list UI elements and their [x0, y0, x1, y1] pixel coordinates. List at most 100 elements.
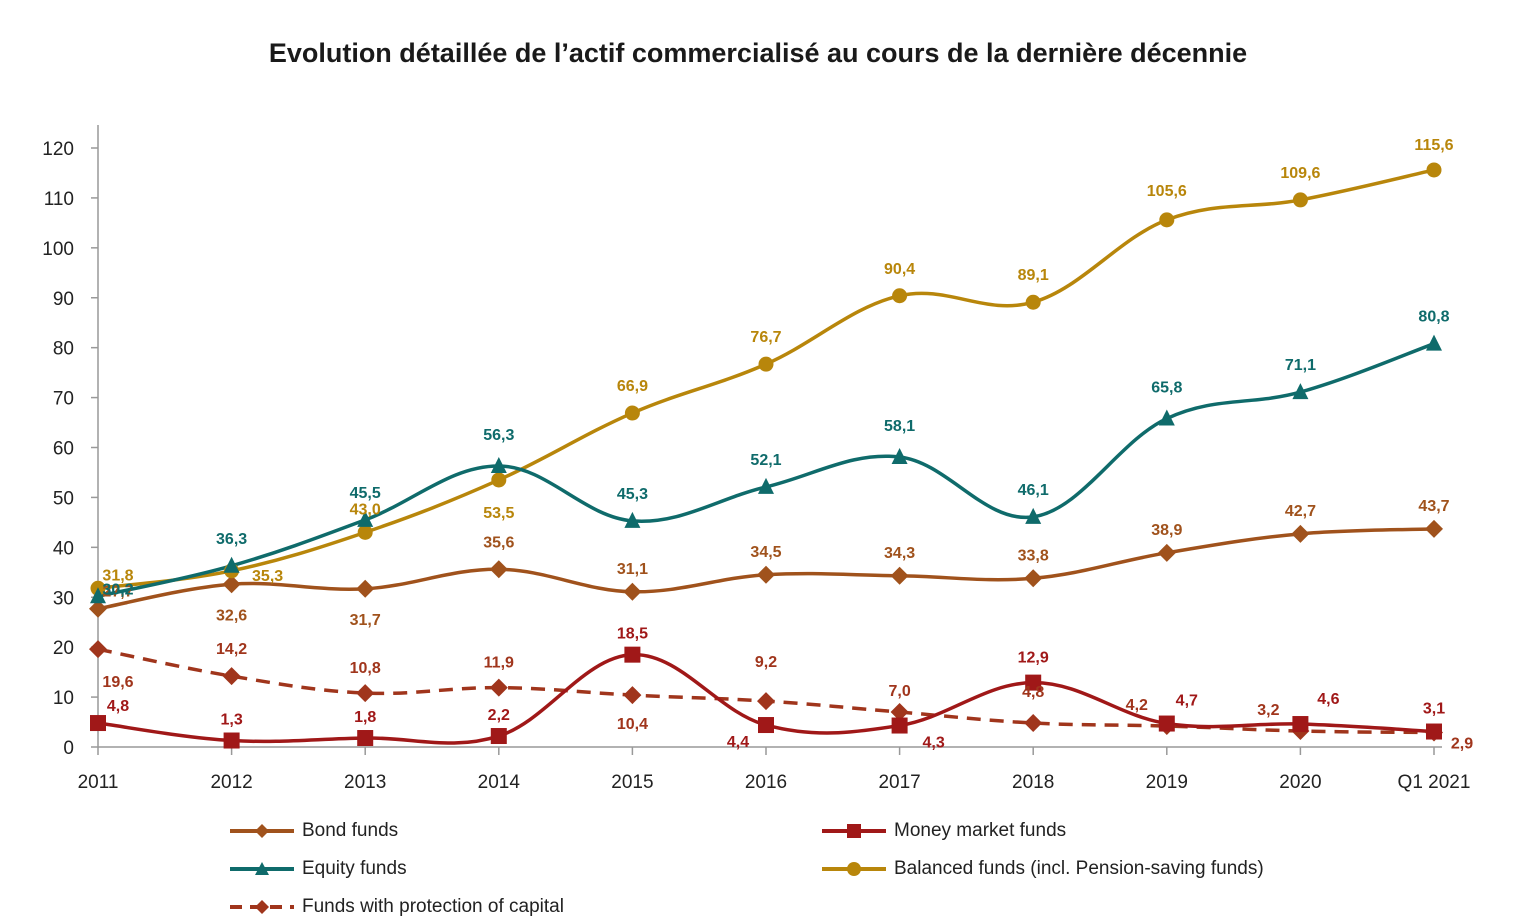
y-tick-label: 120 — [42, 139, 74, 160]
legend-marker-bond — [230, 824, 294, 838]
data-label: 19,6 — [102, 674, 133, 691]
legend-item-balanced-funds: Balanced funds (incl. Pension-saving fun… — [820, 858, 1264, 880]
data-point — [491, 472, 507, 488]
data-point — [90, 715, 106, 732]
data-point — [1025, 507, 1042, 524]
data-label: 2,9 — [1451, 736, 1473, 753]
y-tick-label: 100 — [42, 239, 74, 260]
data-label: 53,5 — [483, 505, 514, 522]
data-label: 4,7 — [1176, 693, 1198, 710]
x-tick-label: 2013 — [344, 772, 386, 793]
data-label: 76,7 — [750, 329, 781, 346]
data-label: 4,2 — [1126, 697, 1148, 714]
data-label: 65,8 — [1151, 380, 1182, 397]
y-tick-label: 70 — [53, 389, 74, 410]
data-label: 18,5 — [617, 626, 648, 643]
legend-item-money-market-funds: Money market funds — [820, 820, 1066, 842]
data-label: 32,6 — [216, 607, 247, 624]
data-point — [624, 646, 641, 663]
data-label: 52,1 — [750, 452, 781, 469]
data-point — [1158, 409, 1175, 426]
data-label: 33,8 — [1018, 547, 1049, 564]
legend-marker-equity — [230, 862, 294, 875]
data-point — [757, 692, 775, 711]
data-label: 31,7 — [350, 612, 381, 629]
data-label: 34,3 — [884, 545, 915, 562]
data-label: 27,7 — [102, 584, 133, 601]
legend-label: Bond funds — [302, 820, 399, 841]
legend-label: Equity funds — [302, 858, 407, 879]
data-label: 89,1 — [1018, 267, 1049, 284]
data-point — [623, 686, 642, 705]
data-label: 4,4 — [727, 734, 749, 751]
data-label: 35,3 — [252, 568, 283, 585]
y-tick-label: 80 — [53, 339, 74, 360]
data-label: 71,1 — [1285, 357, 1316, 374]
data-label: 66,9 — [617, 378, 648, 395]
data-label: 45,5 — [350, 485, 381, 502]
x-tick-label: 2014 — [478, 772, 521, 793]
data-point — [356, 579, 375, 598]
data-point — [490, 728, 507, 745]
data-point — [1425, 519, 1443, 538]
data-point — [89, 640, 107, 659]
data-label: 43,0 — [350, 501, 381, 518]
data-point — [1159, 212, 1175, 228]
legend-marker-protection — [230, 900, 294, 914]
data-point — [489, 560, 508, 579]
data-label: 56,3 — [483, 427, 514, 444]
legend-marker-money — [822, 824, 886, 838]
data-label: 34,5 — [750, 544, 781, 561]
y-tick-label: 90 — [53, 289, 74, 310]
data-point — [1025, 294, 1041, 310]
data-point — [1292, 383, 1309, 400]
y-tick-label: 110 — [44, 189, 74, 210]
data-label: 10,8 — [350, 660, 381, 677]
legend-marker-balanced — [822, 862, 886, 876]
data-label: 11,9 — [484, 655, 514, 672]
data-label: 35,6 — [483, 534, 514, 551]
data-point — [356, 684, 375, 703]
data-label: 36,3 — [216, 531, 247, 548]
x-tick-label: 2019 — [1146, 772, 1188, 793]
x-tick-label: 2012 — [210, 772, 252, 793]
data-point — [890, 566, 909, 585]
data-point — [758, 356, 774, 372]
data-point — [357, 510, 374, 527]
data-point — [1426, 723, 1442, 740]
data-point — [1426, 334, 1442, 351]
data-label: 58,1 — [884, 418, 915, 435]
data-label: 2,2 — [488, 707, 510, 724]
data-label: 105,6 — [1147, 183, 1187, 200]
data-point — [357, 730, 374, 747]
data-point — [758, 717, 774, 734]
x-tick-label: 2018 — [1012, 772, 1054, 793]
data-label: 9,2 — [755, 654, 777, 671]
data-point — [89, 599, 107, 618]
chart-title: Evolution détaillée de l’actif commercia… — [268, 38, 1248, 68]
data-label: 115,6 — [1414, 137, 1453, 154]
legend-label: Funds with protection of capital — [302, 896, 564, 917]
data-label: 4,8 — [1022, 684, 1044, 701]
data-label: 45,3 — [617, 486, 648, 503]
data-label: 31,8 — [102, 567, 133, 584]
data-point — [891, 447, 908, 464]
data-label: 38,9 — [1151, 522, 1182, 539]
data-label: 109,6 — [1280, 165, 1320, 182]
data-point — [1426, 162, 1442, 178]
data-label: 14,2 — [216, 641, 247, 658]
data-label: 42,7 — [1285, 503, 1316, 520]
data-point — [1292, 716, 1309, 733]
x-tick-label: 2020 — [1279, 772, 1321, 793]
data-point — [892, 288, 908, 304]
data-label: 1,3 — [220, 712, 242, 729]
y-tick-label: 20 — [53, 638, 74, 659]
data-label: 10,4 — [617, 716, 648, 733]
y-tick-label: 40 — [53, 538, 74, 559]
y-tick-label: 0 — [63, 738, 74, 759]
data-point — [490, 456, 507, 473]
data-point — [1025, 674, 1042, 691]
data-label: 31,1 — [617, 561, 648, 578]
data-point — [623, 582, 642, 601]
data-point — [223, 556, 240, 573]
